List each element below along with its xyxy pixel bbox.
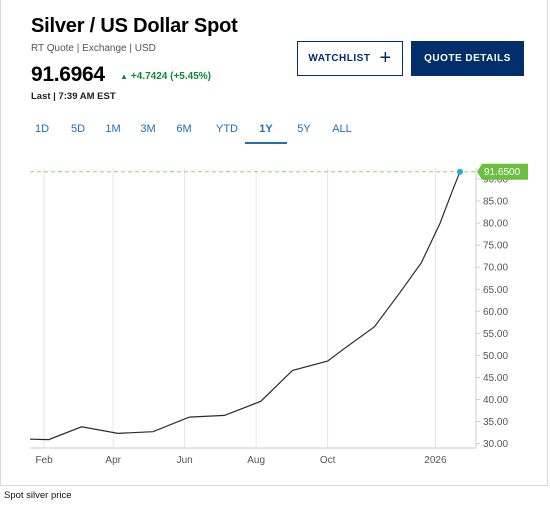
tab-1d[interactable]: 1D <box>34 123 50 135</box>
price-change-value: +4.7424 (+5.45%) <box>130 71 211 82</box>
y-tick-label: 75.00 <box>483 241 508 252</box>
last-price: 91.6964 <box>31 63 105 86</box>
last-value-label: 91.6500 <box>484 167 521 178</box>
tab-5d[interactable]: 5D <box>70 123 86 135</box>
y-tick-label: 45.00 <box>483 373 508 384</box>
last-updated: Last | 7:39 AM EST <box>31 91 116 102</box>
y-tick-label: 85.00 <box>483 197 508 208</box>
quote-details-button[interactable]: QUOTE DETAILS <box>411 41 524 76</box>
y-tick-label: 50.00 <box>483 351 508 362</box>
last-value-tag <box>477 163 528 180</box>
tab-all[interactable]: ALL <box>332 123 352 135</box>
x-tick-label: 2026 <box>424 455 447 466</box>
price-change: ▲ +4.7424 (+5.45%) <box>120 71 211 82</box>
x-tick-label: Oct <box>320 455 336 466</box>
last-point-dot <box>457 168 463 175</box>
tab-3m[interactable]: 3M <box>140 123 156 135</box>
up-arrow-icon: ▲ <box>120 72 128 81</box>
y-tick-label: 65.00 <box>483 285 508 296</box>
quote-meta: RT Quote | Exchange | USD <box>31 43 156 54</box>
y-tick-label: 55.00 <box>483 329 508 340</box>
quote-details-label: QUOTE DETAILS <box>424 53 511 64</box>
plus-icon: + <box>379 46 392 69</box>
y-tick-label: 30.00 <box>483 439 508 450</box>
watchlist-button[interactable]: WATCHLIST + <box>297 41 403 76</box>
y-tick-label: 40.00 <box>483 395 508 406</box>
x-tick-label: Feb <box>35 455 53 466</box>
tab-5y[interactable]: 5Y <box>297 123 311 135</box>
tab-1y[interactable]: 1Y <box>245 120 287 144</box>
tab-ytd[interactable]: YTD <box>216 123 238 135</box>
page-title: Silver / US Dollar Spot <box>31 15 238 37</box>
caption: Spot silver price <box>4 490 72 501</box>
x-tick-label: Aug <box>247 455 265 466</box>
tab-1m[interactable]: 1M <box>105 123 121 135</box>
watchlist-button-label: WATCHLIST <box>308 53 371 64</box>
y-tick-label: 80.00 <box>483 219 508 230</box>
x-tick-label: Apr <box>105 455 121 466</box>
y-tick-label: 60.00 <box>483 307 508 318</box>
y-tick-label: 35.00 <box>483 417 508 428</box>
quote-card <box>0 0 548 486</box>
y-tick-label: 90.00 <box>483 175 508 186</box>
price-line <box>29 171 461 441</box>
price-chart: Feb Apr Jun Aug Oct 2026 30.00 35.00 40.00 45.00 5… <box>29 163 528 466</box>
x-tick-label: Jun <box>177 455 193 466</box>
y-tick-label: 70.00 <box>483 263 508 274</box>
tab-6m[interactable]: 6M <box>176 123 192 135</box>
